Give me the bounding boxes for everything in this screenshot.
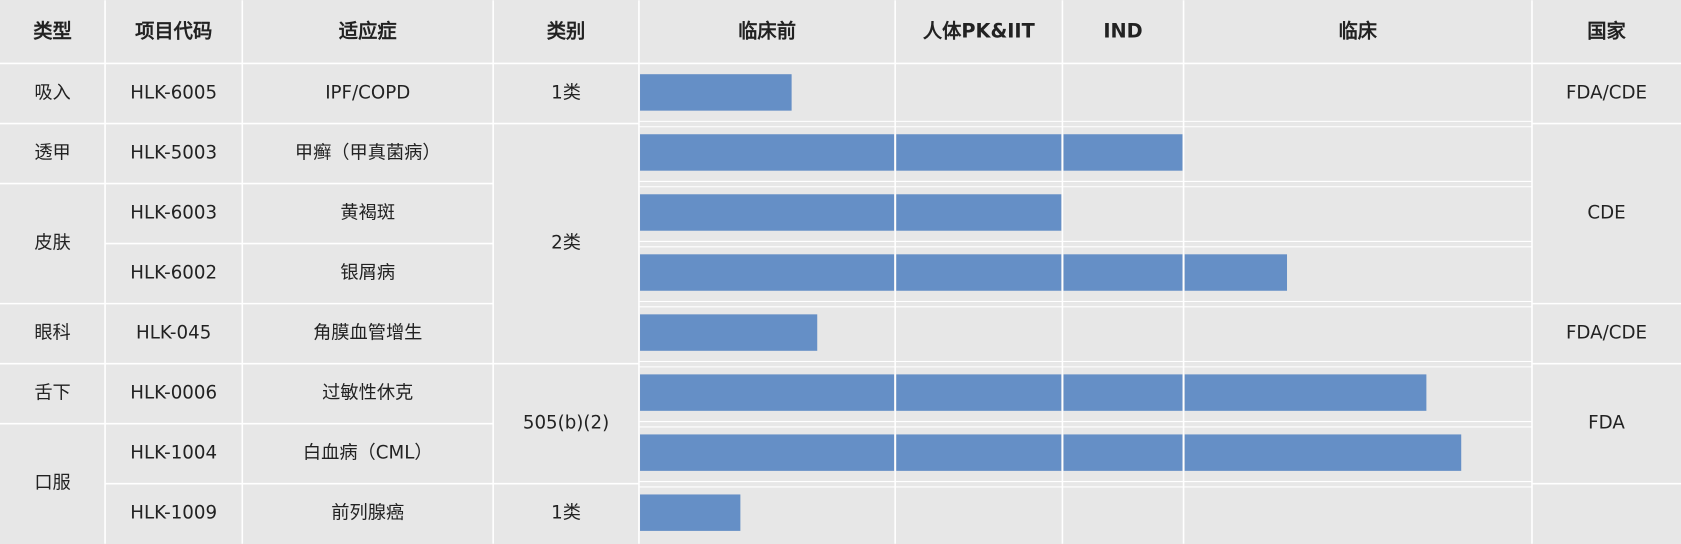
header-cell: 临床前: [738, 19, 796, 42]
progress-bar: [896, 194, 1062, 231]
merged-cell: 口服: [34, 473, 70, 494]
indication-cell: 角膜血管增生: [313, 323, 422, 344]
header-cell: 类型: [33, 19, 72, 42]
progress-bar: [1063, 434, 1183, 471]
indication-cell: 过敏性休克: [322, 383, 413, 404]
header-cell: 类别: [547, 19, 586, 42]
indication-cell: 白血病（CML）: [303, 443, 433, 464]
progress-bar: [1184, 434, 1462, 471]
merged-cell: FDA/CDE: [1566, 83, 1647, 104]
merged-cell: CDE: [1587, 203, 1625, 224]
indication-cell: 甲癣（甲真菌病）: [295, 143, 441, 164]
indication-cell: 前列腺癌: [331, 503, 404, 524]
code-cell: HLK-6003: [130, 203, 217, 224]
code-cell: HLK-1004: [130, 443, 217, 464]
merged-cell: 皮肤: [34, 233, 70, 254]
progress-bar: [1063, 134, 1183, 171]
merged-cell: 透甲: [34, 143, 70, 164]
header-cell: IND: [1103, 19, 1142, 42]
header-cell: 人体PK&IIT: [923, 19, 1036, 42]
header-cell: 适应症: [339, 19, 397, 42]
merged-cell: 眼科: [34, 323, 70, 344]
progress-bar: [640, 254, 895, 291]
header-cell: 国家: [1587, 19, 1626, 42]
merged-cell: 1类: [551, 503, 581, 524]
merged-cell: 吸入: [34, 83, 70, 104]
indication-cell: 银屑病: [340, 263, 395, 284]
merged-cell: 2类: [551, 233, 581, 254]
progress-bar: [896, 434, 1062, 471]
header-cell: 项目代码: [135, 19, 212, 42]
indication-cell: 黄褐斑: [340, 203, 395, 224]
code-cell: HLK-1009: [130, 503, 217, 524]
progress-bar: [1063, 374, 1183, 411]
merged-cell: 505(b)(2): [523, 413, 609, 434]
progress-bar: [640, 314, 818, 351]
progress-bar: [896, 134, 1062, 171]
progress-bar: [1063, 254, 1183, 291]
indication-cell: IPF/COPD: [325, 83, 410, 104]
progress-bar: [896, 374, 1062, 411]
header-cell: 临床: [1338, 19, 1377, 42]
progress-bar: [1184, 254, 1288, 291]
code-cell: HLK-6005: [130, 83, 217, 104]
code-cell: HLK-045: [136, 323, 211, 344]
merged-cell: 舌下: [34, 383, 70, 404]
progress-bar: [1184, 374, 1427, 411]
progress-bar: [640, 134, 895, 171]
progress-bar: [896, 254, 1062, 291]
code-cell: HLK-6002: [130, 263, 217, 284]
progress-bar: [640, 374, 895, 411]
merged-cell: FDA: [1588, 413, 1625, 434]
progress-bar: [640, 494, 741, 531]
progress-bar: [640, 434, 895, 471]
code-cell: HLK-5003: [130, 143, 217, 164]
merged-cell: 1类: [551, 83, 581, 104]
merged-cell: FDA/CDE: [1566, 323, 1647, 344]
code-cell: HLK-0006: [130, 383, 217, 404]
progress-bar: [640, 74, 792, 111]
progress-bar: [640, 194, 895, 231]
